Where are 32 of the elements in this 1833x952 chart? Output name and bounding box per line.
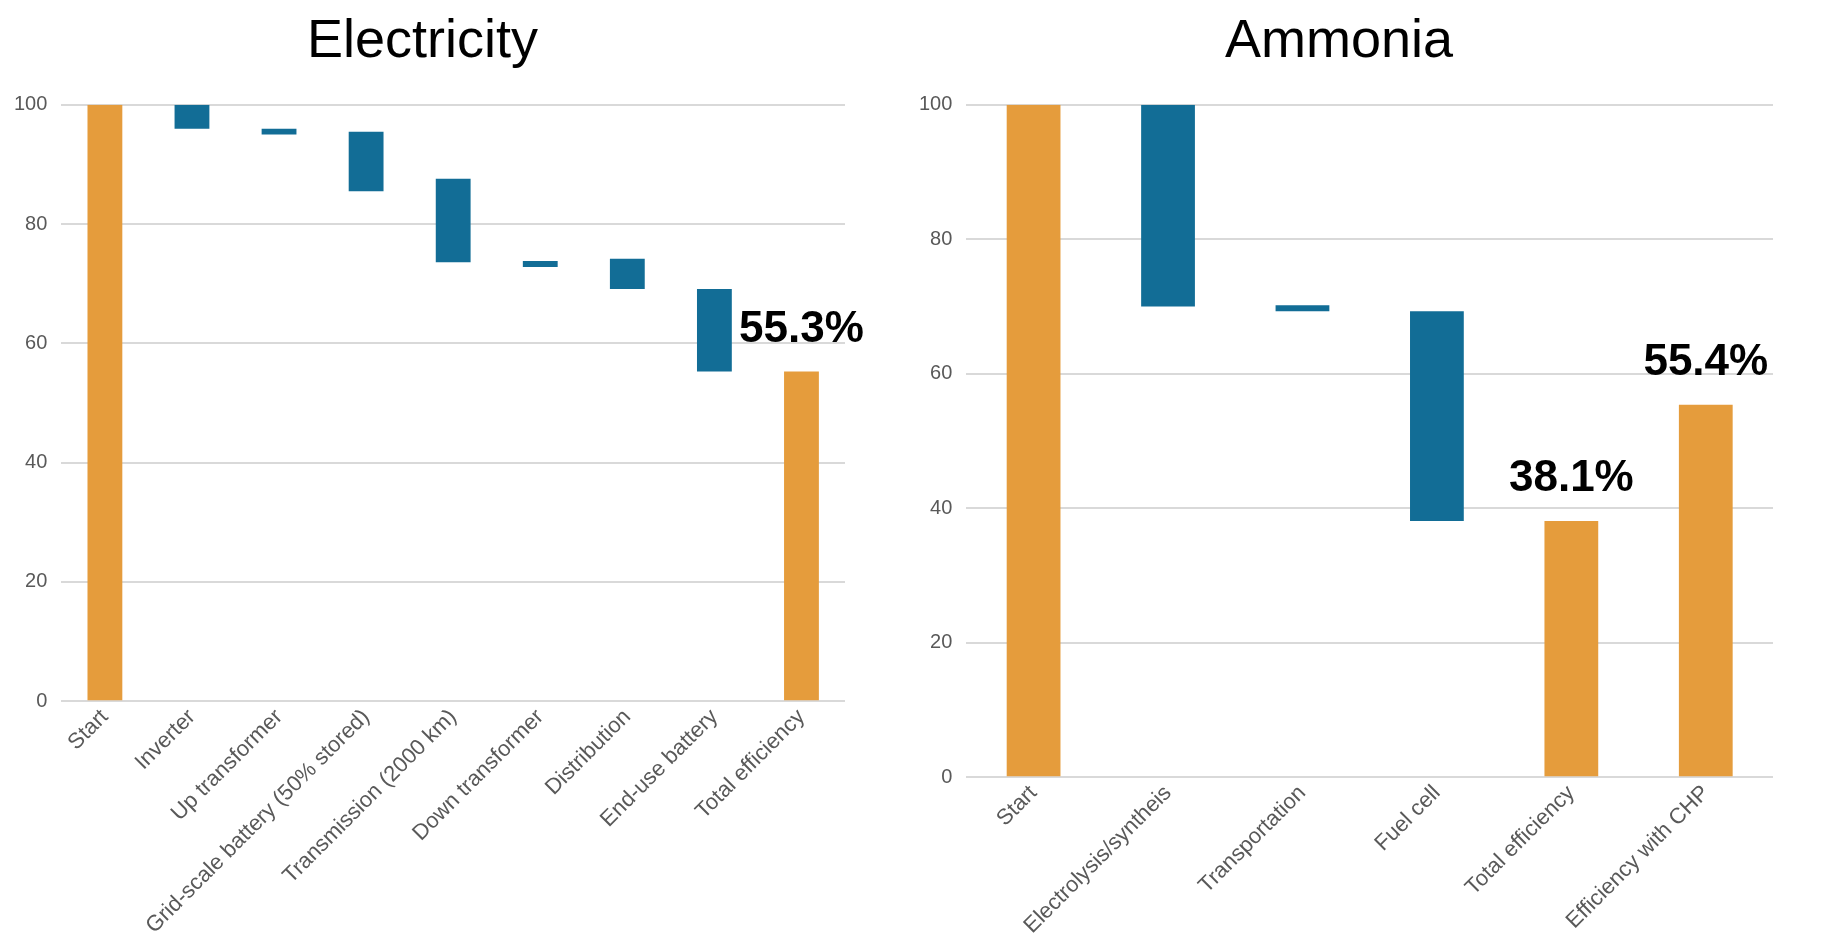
- y-tick-label: 0: [36, 688, 48, 711]
- bar: [696, 289, 732, 372]
- bar: [348, 131, 384, 192]
- y-tick-label: 20: [25, 569, 48, 592]
- bar: [87, 104, 123, 701]
- bar: [1275, 305, 1330, 312]
- bar: [261, 128, 297, 135]
- y-tick-label: 40: [930, 495, 953, 518]
- bar: [609, 258, 645, 290]
- bar: [435, 178, 471, 263]
- y-tick-label: 80: [25, 211, 48, 234]
- data-label: 55.4%: [1643, 334, 1769, 384]
- bar: [1544, 521, 1599, 777]
- y-tick-label: 80: [930, 226, 953, 249]
- y-tick-label: 0: [941, 764, 953, 787]
- data-label: 55.3%: [739, 301, 864, 351]
- chart-title: Electricity: [306, 8, 539, 69]
- data-label: 38.1%: [1508, 451, 1634, 501]
- y-tick-label: 60: [25, 330, 48, 353]
- y-tick-label: 60: [930, 361, 953, 384]
- chart-title: Ammonia: [1224, 8, 1454, 69]
- y-tick-label: 20: [930, 630, 953, 653]
- y-tick-label: 40: [25, 450, 48, 473]
- y-tick-label: 100: [918, 92, 953, 115]
- bar: [1141, 104, 1195, 307]
- bar: [1006, 104, 1061, 777]
- bar: [1410, 311, 1464, 522]
- y-tick-label: 100: [13, 92, 48, 115]
- bar: [174, 104, 210, 129]
- bar: [522, 261, 558, 268]
- bar: [784, 371, 819, 701]
- bar: [1678, 404, 1733, 777]
